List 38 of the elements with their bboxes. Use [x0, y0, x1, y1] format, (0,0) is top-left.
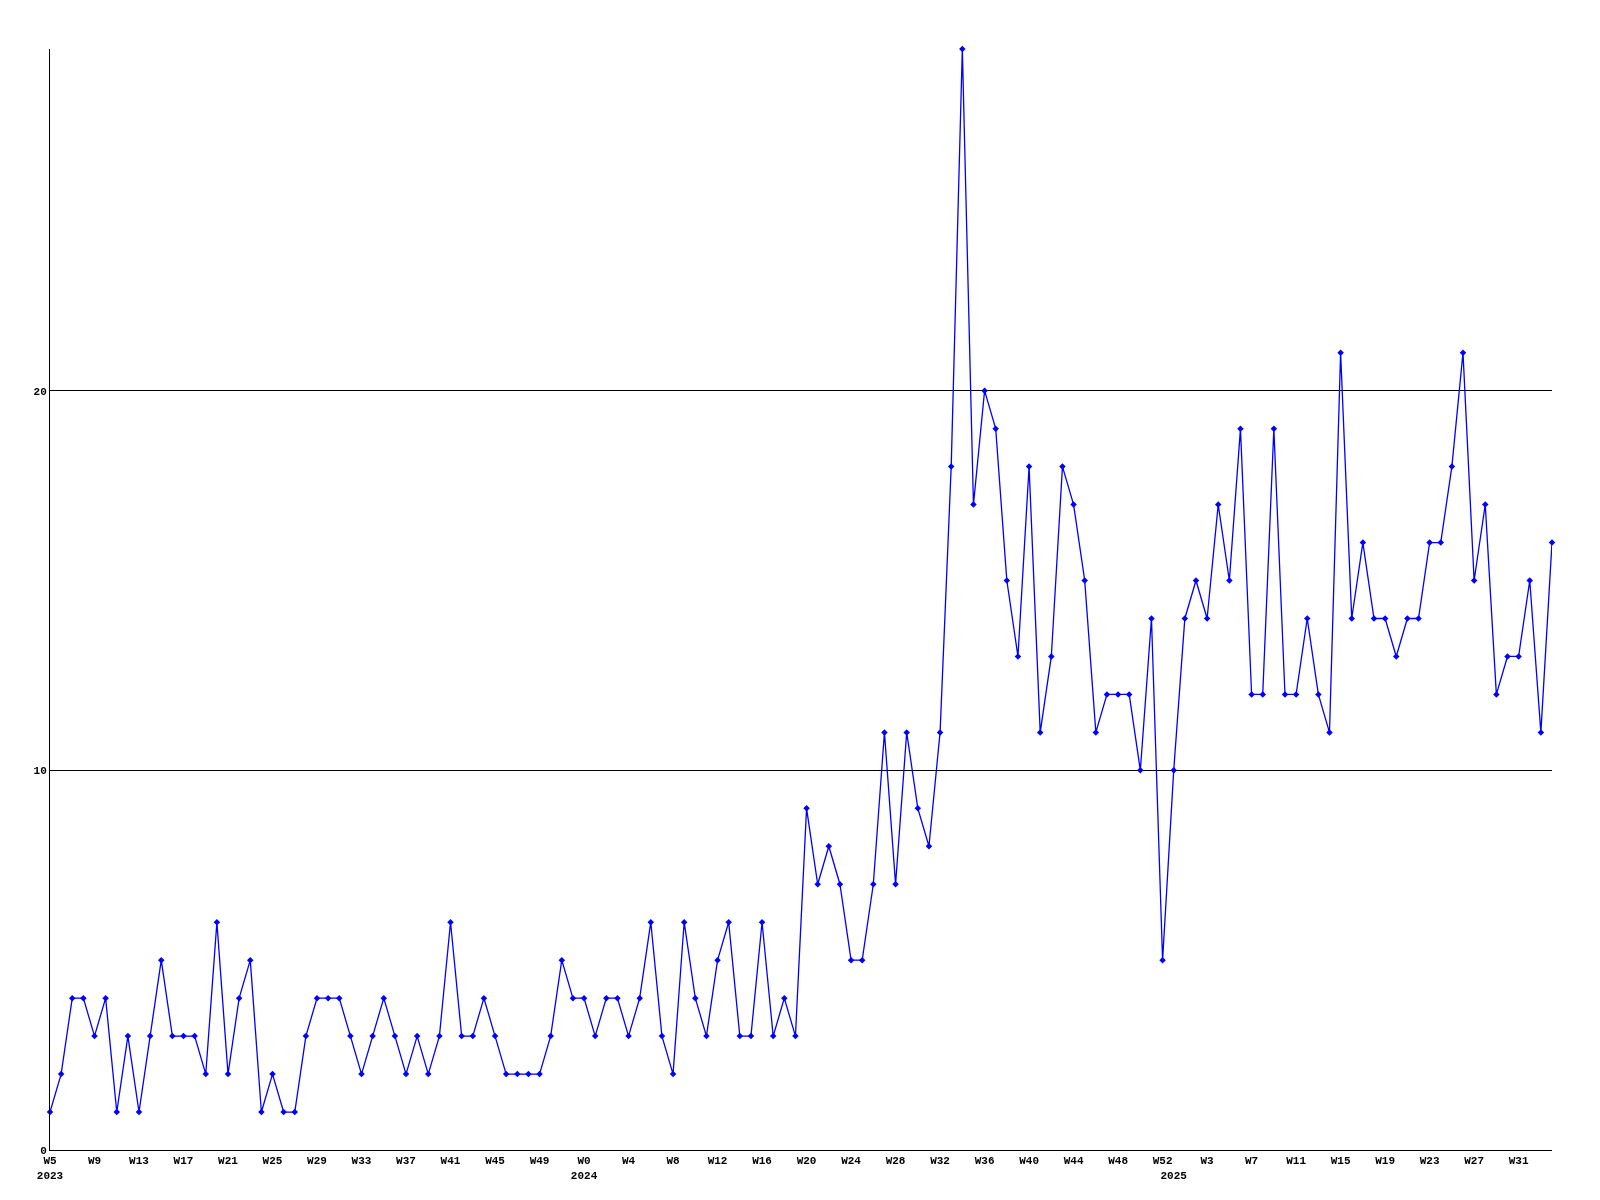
- x-tick-label: W5 2023: [36, 1155, 64, 1182]
- x-tick-label: W27: [1464, 1155, 1485, 1168]
- x-tick-label: W8: [666, 1155, 681, 1168]
- x-tick-label: W23: [1419, 1155, 1440, 1168]
- x-tick-label: W36: [974, 1155, 995, 1168]
- x-tick-label: W9: [87, 1155, 102, 1168]
- x-tick-label: W17: [173, 1155, 194, 1168]
- x-tick-label: W25: [262, 1155, 283, 1168]
- x-tick-label: W0 2024: [570, 1155, 598, 1182]
- x-tick-label: W7: [1245, 1155, 1259, 1168]
- x-tick-label: W20: [796, 1155, 817, 1168]
- x-tick-label: W48: [1108, 1155, 1129, 1168]
- x-tick-label: W33: [351, 1155, 372, 1168]
- x-tick-label: W29: [307, 1155, 327, 1168]
- x-tick-label: W15: [1330, 1155, 1351, 1168]
- x-tick-label: W49: [529, 1155, 550, 1168]
- x-tick-label: W4: [621, 1155, 636, 1168]
- x-tick-label: W28: [885, 1155, 906, 1168]
- y-tick-label: 20: [33, 385, 47, 398]
- x-tick-label: W21: [218, 1155, 239, 1168]
- x-tick-label: W32: [930, 1155, 950, 1168]
- x-tick-label: W13: [129, 1155, 150, 1168]
- y-tick-label: 0: [40, 1144, 47, 1157]
- x-tick-label: W45: [485, 1155, 506, 1168]
- x-tick-label: W3: [1200, 1155, 1215, 1168]
- x-tick-label: W40: [1019, 1155, 1039, 1168]
- x-tick-label: W12: [707, 1155, 728, 1168]
- x-tick-label: 2025: [1160, 1169, 1188, 1182]
- y-tick-label: 10: [33, 765, 47, 778]
- x-tick-label: W41: [440, 1155, 461, 1168]
- x-tick-label: W19: [1375, 1155, 1396, 1168]
- x-tick-label: W44: [1063, 1155, 1084, 1168]
- x-tick-label: W16: [752, 1155, 772, 1168]
- x-tick-label: W52: [1152, 1155, 1173, 1168]
- x-tick-label: W24: [841, 1155, 862, 1168]
- x-tick-label: W31: [1508, 1155, 1529, 1168]
- x-tick-label: W37: [396, 1155, 416, 1168]
- x-tick-label: W11: [1286, 1155, 1307, 1168]
